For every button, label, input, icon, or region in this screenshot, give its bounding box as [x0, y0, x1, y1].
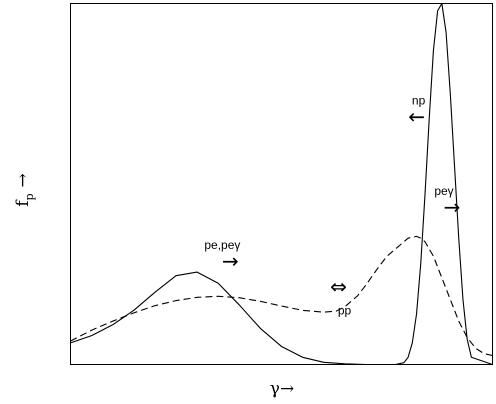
y-axis-label: fp →: [13, 173, 36, 207]
svg-text:fp→: fp →: [13, 173, 36, 207]
y-axis-label-sub: p: [23, 193, 36, 200]
y-axis-label-base: f: [13, 199, 33, 207]
annotation-arrow: ←: [408, 105, 425, 129]
annotation-layer: pe,peγ→pp⇔np←peγ→: [204, 94, 460, 318]
x-axis-label: γ→: [270, 379, 294, 399]
plot-frame: [70, 3, 493, 365]
series-layer: [70, 2, 493, 366]
series-line-dashed: [70, 235, 493, 357]
annotation-arrow: →: [444, 195, 461, 219]
annotation-arrow: ⇔: [330, 274, 347, 298]
annotation-label: peγ: [434, 184, 453, 198]
annotation-label: pp: [338, 303, 352, 317]
y-axis-label-arrow: →: [13, 173, 33, 187]
annotation-arrow: →: [222, 249, 239, 273]
annotation-label: pe,peγ: [204, 238, 240, 252]
annotation-label: np: [412, 94, 426, 108]
series-line-solid: [70, 2, 493, 366]
